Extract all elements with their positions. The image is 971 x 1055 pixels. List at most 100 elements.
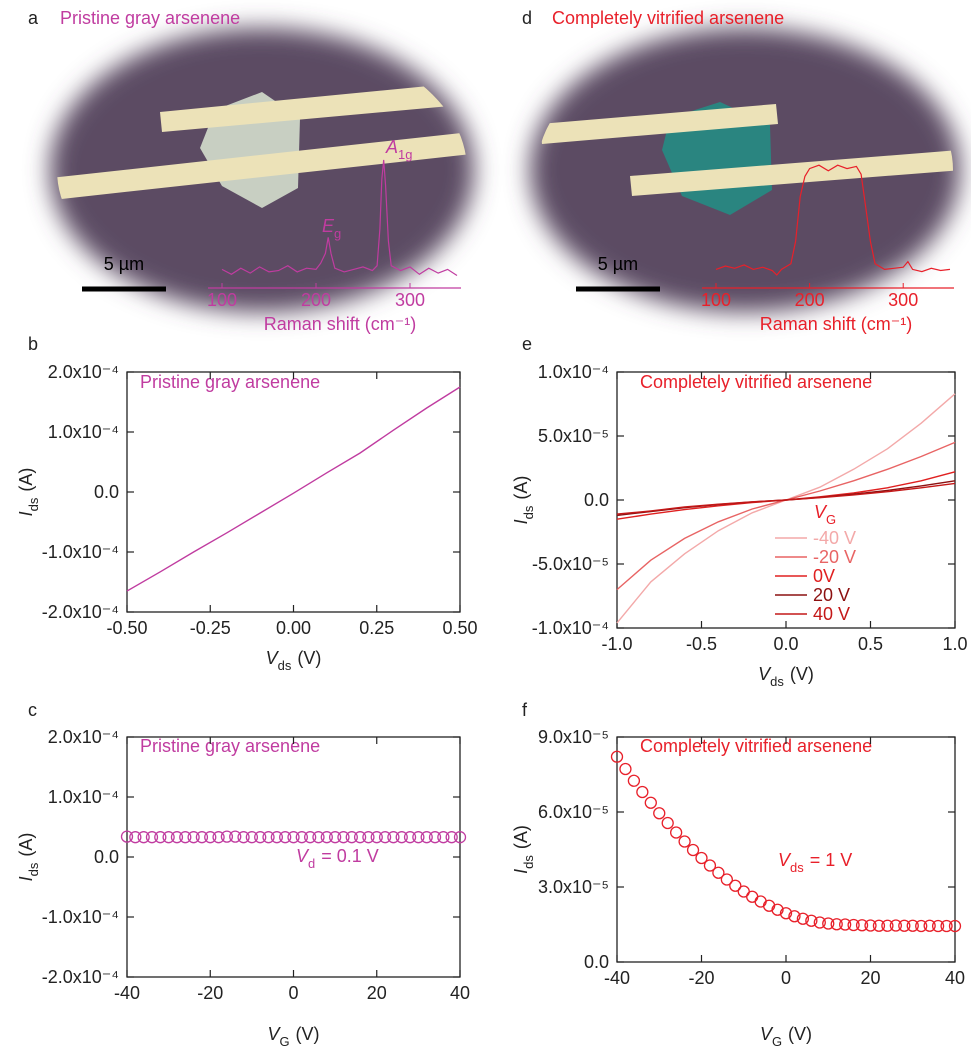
data-point <box>788 910 801 923</box>
y-tick-label: 6.0x10⁻⁵ <box>538 802 609 822</box>
data-point <box>915 919 928 933</box>
y-axis-label-symbol: I <box>511 519 531 524</box>
x-tick-label: 200 <box>301 290 331 310</box>
data-point <box>420 831 433 844</box>
micrograph-d <box>530 28 960 312</box>
data-point <box>931 919 945 933</box>
data-point <box>610 750 624 763</box>
data-point <box>204 831 217 844</box>
data-point <box>220 830 234 843</box>
data-point <box>129 831 142 844</box>
x-tick-label: 20 <box>367 983 387 1003</box>
data-point <box>229 830 242 843</box>
x-tick-label: 20 <box>860 968 880 988</box>
plot-frame <box>126 371 461 613</box>
data-point <box>822 917 835 930</box>
x-tick-label: -40 <box>114 983 140 1003</box>
data-point <box>195 831 209 844</box>
data-point <box>287 831 300 844</box>
annotation: Vd = 0.1 V <box>296 846 379 871</box>
scale-bar-label: 5 µm <box>104 254 144 274</box>
legend-title-subscript: G <box>826 512 836 527</box>
legend-label: 0V <box>813 566 835 586</box>
data-point <box>737 885 750 898</box>
annotation-subscript: d <box>308 856 315 871</box>
data-point <box>686 843 700 857</box>
x-tick-label: 300 <box>395 290 425 310</box>
y-tick-label: -1.0x10⁻⁴ <box>42 907 119 927</box>
x-axis-label-symbol: V <box>760 1024 774 1044</box>
y-axis-label-rest: (A) <box>511 476 531 500</box>
y-axis-label: Ids (A) <box>16 833 41 882</box>
data-point <box>179 831 192 844</box>
y-tick-label: -1.0x10⁻⁴ <box>42 542 119 562</box>
panel-letter: e <box>522 334 532 354</box>
data-point <box>771 903 784 916</box>
data-point <box>830 918 843 931</box>
x-tick-label: 100 <box>207 290 237 310</box>
data-point <box>881 919 894 932</box>
data-point <box>898 919 911 932</box>
y-tick-label: 0.0 <box>94 847 119 867</box>
y-tick-label: 0.0 <box>584 952 609 972</box>
x-tick-label: -20 <box>688 968 714 988</box>
legend-label: -20 V <box>813 547 856 567</box>
panel-letter: f <box>522 700 528 720</box>
annotation-symbol: V <box>778 850 792 870</box>
data-point <box>619 762 632 776</box>
y-tick-label: 2.0x10⁻⁴ <box>48 727 119 747</box>
data-point <box>805 914 818 927</box>
x-axis-label: Raman shift (cm⁻¹) <box>760 314 913 334</box>
data-point <box>279 831 292 844</box>
x-tick-label: 200 <box>795 290 825 310</box>
scale-bar-label: 5 µm <box>598 254 638 274</box>
panel-title: Pristine gray arsenene <box>140 736 320 756</box>
data-point <box>453 831 467 844</box>
y-tick-label: 3.0x10⁻⁵ <box>538 877 609 897</box>
y-tick-label: -2.0x10⁻⁴ <box>42 967 119 987</box>
data-point <box>695 851 708 865</box>
panel-letter: a <box>28 8 39 28</box>
data-point <box>923 919 936 932</box>
x-tick-label: 300 <box>888 290 918 310</box>
data-point <box>237 831 250 844</box>
data-point <box>120 830 134 843</box>
panel-title: Completely vitrified arsenene <box>552 8 784 28</box>
x-axis-label-symbol: V <box>758 664 772 684</box>
x-axis-label-subscript: ds <box>770 674 784 689</box>
data-point <box>779 907 793 920</box>
data-point <box>754 895 767 908</box>
data-point <box>145 831 159 844</box>
y-axis-label: Ids (A) <box>511 476 536 525</box>
y-axis-label-subscript: ds <box>26 862 41 876</box>
y-tick-label: 1.0x10⁻⁴ <box>48 787 119 807</box>
x-axis-label-symbol: V <box>266 648 280 668</box>
data-point <box>412 831 425 844</box>
annotation: Vds = 1 V <box>778 850 852 875</box>
x-axis-label: VG (V) <box>760 1024 812 1049</box>
data-point <box>270 831 284 844</box>
data-point <box>796 912 810 925</box>
panel-title: Completely vitrified arsenene <box>640 372 872 392</box>
data-point <box>328 831 342 844</box>
data-point <box>644 796 657 809</box>
data-point <box>627 774 641 787</box>
x-tick-label: 40 <box>945 968 965 988</box>
data-point <box>162 831 175 844</box>
y-tick-label: 0.0 <box>584 490 609 510</box>
x-axis-label-subscript: ds <box>278 658 292 673</box>
data-point <box>703 859 717 872</box>
peak-label-symbol: A <box>385 137 398 157</box>
y-tick-label: 9.0x10⁻⁵ <box>538 727 609 747</box>
legend-label: 40 V <box>813 604 850 624</box>
y-tick-label: -1.0x10⁻⁴ <box>532 618 609 638</box>
x-tick-label: 0 <box>288 983 298 1003</box>
y-axis-label-symbol: I <box>511 869 531 874</box>
data-point <box>864 919 877 932</box>
data-point <box>370 831 383 844</box>
x-tick-label: 100 <box>701 290 731 310</box>
x-axis-label: Vds (V) <box>266 648 322 673</box>
x-axis-label-subscript: G <box>279 1034 289 1049</box>
data-point <box>345 831 358 844</box>
